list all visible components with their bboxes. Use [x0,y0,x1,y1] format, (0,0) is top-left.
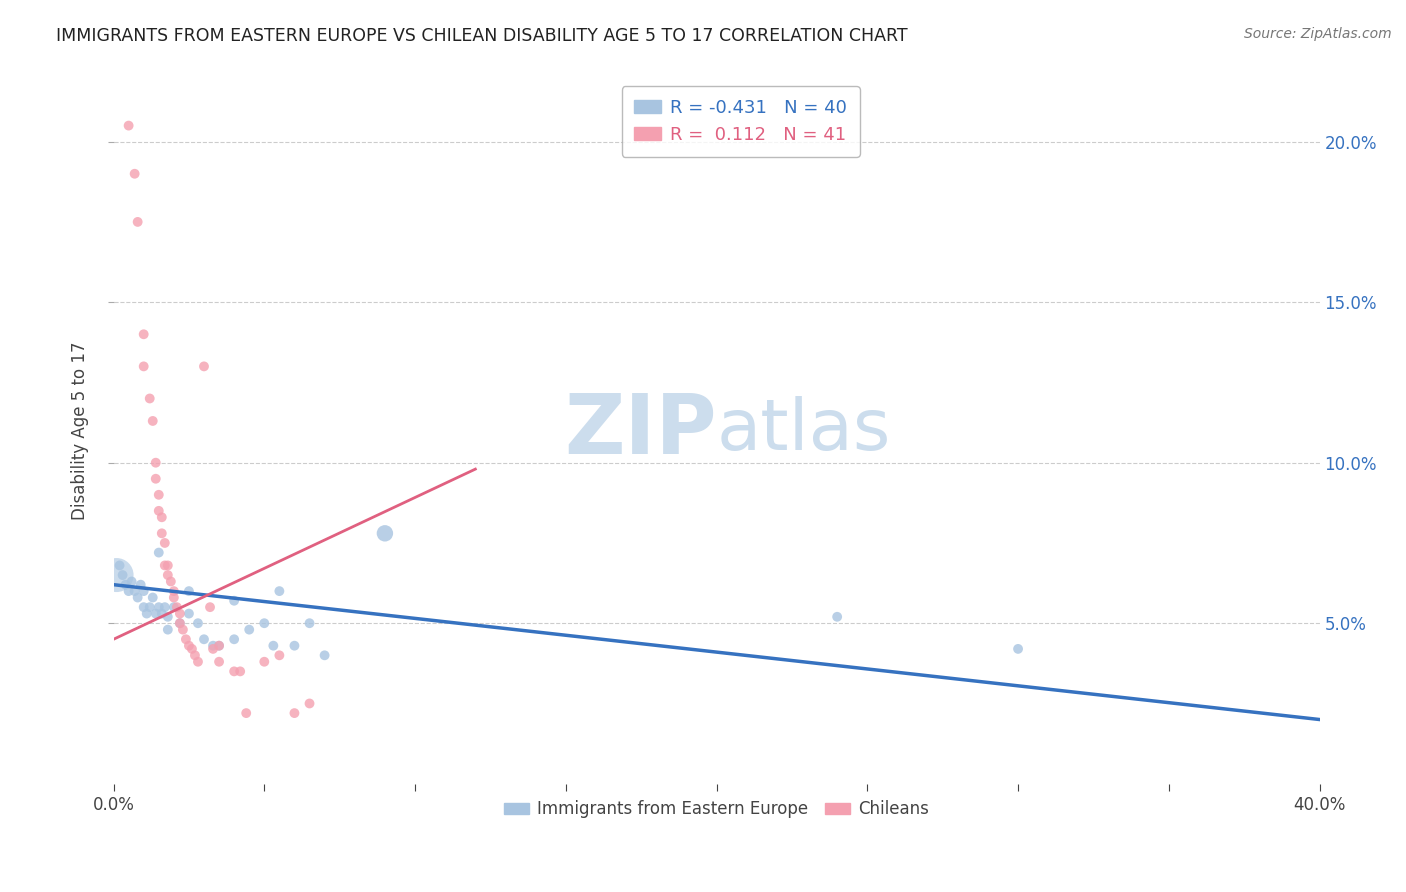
Point [121,574,143,589]
Point [283,706,305,720]
Point [148,504,170,518]
Point [825,609,848,624]
Point [224,665,246,679]
Point [150,526,173,541]
Point [148,488,170,502]
Point [166,600,188,615]
Point [145,472,167,486]
Point [181,641,204,656]
Point [163,591,186,605]
Point [208,639,231,653]
Point [160,574,183,589]
Point [124,584,146,599]
Point [1007,641,1029,656]
Point [169,607,191,621]
Point [172,623,194,637]
Point [184,648,207,663]
Point [253,655,276,669]
Point [148,600,170,615]
Point [177,607,200,621]
Point [238,623,260,637]
Point [298,616,321,631]
Point [174,632,197,647]
Point [208,655,231,669]
Point [153,536,176,550]
Point [208,639,231,653]
Point [187,616,209,631]
Point [169,616,191,631]
Point [127,215,149,229]
Point [132,327,155,342]
Point [150,607,173,621]
Point [124,167,146,181]
Point [193,632,215,647]
Point [148,545,170,559]
Point [142,591,165,605]
Point [269,584,291,599]
Point [142,414,165,428]
Point [156,623,179,637]
Point [262,639,284,653]
Point [132,584,155,599]
Point [314,648,336,663]
Text: ZIP: ZIP [564,390,717,471]
Point [153,600,176,615]
Point [198,600,221,615]
Point [298,697,321,711]
Point [114,577,136,591]
Point [138,392,160,406]
Point [145,607,167,621]
Point [129,577,152,591]
Point [283,639,305,653]
Point [202,639,225,653]
Point [117,119,139,133]
Y-axis label: Disability Age 5 to 17: Disability Age 5 to 17 [72,342,89,520]
Point [229,665,252,679]
Point [132,600,155,615]
Point [253,616,276,631]
Point [235,706,257,720]
Point [156,568,179,582]
Point [132,359,155,374]
Text: atlas: atlas [717,396,891,465]
Point [127,591,149,605]
Point [374,526,396,541]
Point [202,641,225,656]
Point [187,655,209,669]
Point [177,639,200,653]
Point [177,584,200,599]
Point [138,600,160,615]
Point [224,593,246,607]
Point [224,632,246,647]
Point [111,568,134,582]
Legend: Immigrants from Eastern Europe, Chileans: Immigrants from Eastern Europe, Chileans [498,794,936,825]
Point [135,607,157,621]
Point [163,600,186,615]
Point [169,616,191,631]
Point [156,609,179,624]
Point [156,558,179,573]
Point [269,648,291,663]
Point [108,558,131,573]
Point [150,510,173,524]
Point [145,456,167,470]
Text: Source: ZipAtlas.com: Source: ZipAtlas.com [1244,27,1392,41]
Point [193,359,215,374]
Point [105,568,128,582]
Point [117,584,139,599]
Point [153,558,176,573]
Text: IMMIGRANTS FROM EASTERN EUROPE VS CHILEAN DISABILITY AGE 5 TO 17 CORRELATION CHA: IMMIGRANTS FROM EASTERN EUROPE VS CHILEA… [56,27,908,45]
Point [163,584,186,599]
